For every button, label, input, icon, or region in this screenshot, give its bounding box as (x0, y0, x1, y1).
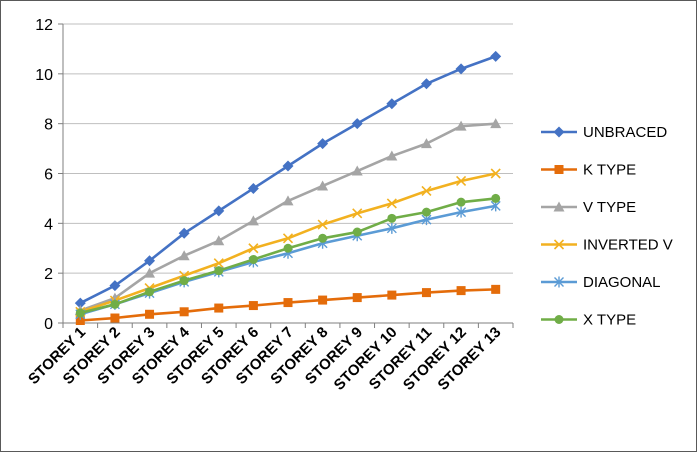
gridlines (63, 23, 513, 274)
data-point (213, 205, 225, 217)
legend-label: DIAGONAL (583, 274, 661, 291)
data-point (352, 293, 362, 303)
data-point (110, 313, 120, 323)
axes (58, 23, 514, 328)
data-point (455, 120, 467, 131)
data-point (456, 175, 467, 187)
data-point (283, 298, 293, 308)
data-point (490, 50, 502, 62)
data-point (214, 303, 224, 313)
data-point (491, 193, 501, 203)
data-point (490, 168, 501, 179)
data-point (386, 222, 397, 234)
data-point (144, 267, 156, 278)
data-point (282, 195, 294, 206)
data-point (145, 309, 155, 319)
data-point (351, 165, 363, 176)
data-point (248, 243, 259, 254)
y-tick-label: 12 (35, 17, 53, 34)
y-tick-label: 0 (44, 316, 53, 333)
data-point (490, 118, 502, 129)
legend-item: INVERTED V (541, 237, 673, 254)
data-point (421, 207, 431, 217)
data-point (110, 299, 120, 309)
data-point (553, 126, 565, 138)
data-point (351, 118, 363, 130)
series-x-type (75, 193, 501, 318)
data-point (179, 276, 189, 286)
data-point (491, 284, 501, 294)
y-tick-label: 6 (44, 167, 53, 184)
y-tick-label: 4 (44, 216, 53, 233)
data-point (178, 250, 190, 261)
legend-item: V TYPE (541, 199, 636, 216)
series-lines (74, 50, 502, 326)
data-point (352, 208, 363, 219)
data-point (553, 239, 565, 250)
data-point (554, 276, 564, 288)
data-point (179, 307, 189, 317)
data-point (456, 197, 466, 207)
legend-item: X TYPE (541, 312, 636, 329)
data-point (248, 301, 258, 311)
data-point (456, 286, 466, 296)
data-point (248, 254, 258, 264)
series-unbraced (74, 50, 502, 309)
data-point (282, 233, 294, 244)
legend-item: UNBRACED (541, 124, 667, 141)
data-point (420, 138, 432, 149)
data-point (317, 180, 329, 191)
data-point (421, 185, 432, 197)
data-point (75, 316, 85, 326)
data-point (74, 297, 86, 309)
y-tick-label: 10 (35, 67, 53, 84)
legend-label: X TYPE (583, 312, 636, 329)
data-point (75, 308, 85, 318)
data-point (283, 243, 293, 253)
legend-label: INVERTED V (583, 237, 673, 254)
data-point (282, 160, 294, 172)
data-point (421, 288, 431, 298)
data-point (318, 233, 328, 243)
data-point (554, 165, 564, 174)
legend-item: DIAGONAL (541, 274, 661, 291)
data-point (553, 201, 565, 212)
data-point (387, 290, 397, 300)
legend-label: UNBRACED (583, 124, 667, 141)
data-point (386, 98, 398, 110)
legend-label: K TYPE (583, 162, 636, 179)
data-point (554, 315, 564, 324)
data-point (145, 287, 155, 297)
data-point (456, 206, 467, 218)
legend: UNBRACED K TYPE V TYPE INVERTED V DIAGONAL X … (541, 124, 673, 329)
data-point (386, 198, 397, 209)
series-line (79, 204, 496, 316)
data-point (387, 213, 397, 223)
data-point (213, 235, 225, 246)
data-point (386, 150, 398, 161)
legend-label: V TYPE (583, 199, 636, 216)
data-point (144, 255, 156, 267)
data-point (109, 280, 121, 292)
data-point (247, 215, 259, 226)
data-point (247, 182, 259, 194)
data-point (317, 219, 328, 230)
data-point (214, 266, 224, 276)
data-point (213, 258, 224, 269)
data-point (420, 78, 432, 90)
data-point (455, 63, 467, 75)
series-line (79, 55, 497, 305)
series-k-type (75, 284, 501, 326)
legend-item: K TYPE (541, 162, 636, 179)
y-tick-label: 2 (44, 266, 53, 283)
data-point (178, 227, 190, 239)
data-point (318, 295, 328, 305)
data-point (352, 227, 362, 237)
data-point (317, 138, 329, 150)
y-tick-label: 8 (44, 117, 53, 134)
